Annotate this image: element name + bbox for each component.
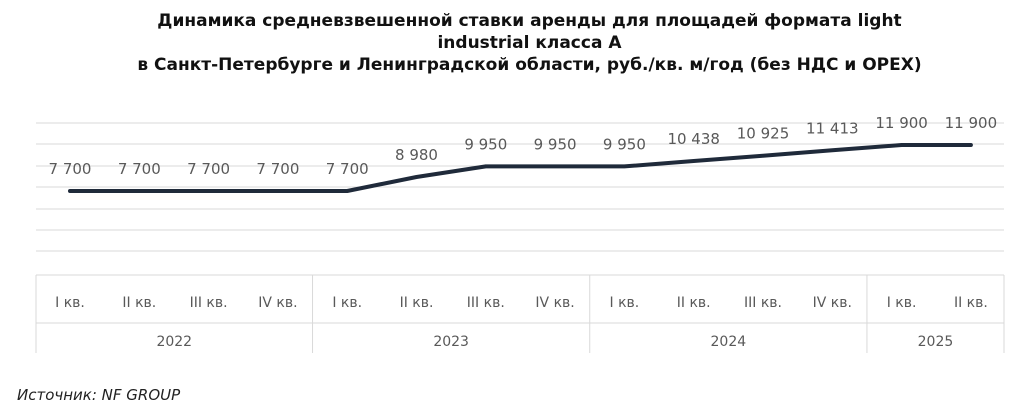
data-label: 9 950 [603,135,646,153]
chart-title: Динамика средневзвешенной ставки аренды … [0,10,1029,76]
chart-title-line-3: в Санкт-Петербурге и Ленинградской облас… [137,55,922,75]
category-tick-label: I кв. [610,295,640,311]
chart-title-line-2: industrial класса А [437,33,622,53]
data-label: 9 950 [534,135,577,153]
category-tick-label: II кв. [677,295,711,311]
data-label: 11 413 [806,119,859,137]
data-label: 7 700 [187,160,230,178]
data-label: 10 925 [737,125,790,143]
category-tick-label: II кв. [122,295,156,311]
data-label: 7 700 [49,160,92,178]
data-label: 11 900 [875,114,928,132]
category-tick-label: II кв. [954,295,988,311]
data-label: 11 900 [945,114,998,132]
year-group-label: 2022 [156,334,192,350]
category-tick-label: II кв. [400,295,434,311]
chart-title-line-1: Динамика средневзвешенной ставки аренды … [157,11,902,31]
data-label: 7 700 [118,160,161,178]
series-line [68,143,973,193]
category-tick-label: III кв. [744,295,782,311]
data-label: 9 950 [464,135,507,153]
category-tick-label: IV кв. [258,295,297,311]
category-tick-label: IV кв. [813,295,852,311]
category-tick-label: I кв. [332,295,362,311]
source-note: Источник: NF GROUP [17,386,181,404]
category-tick-label: IV кв. [535,295,574,311]
gridlines [36,122,1004,252]
category-tick-label: I кв. [887,295,917,311]
category-tick-label: III кв. [190,295,228,311]
category-tick-label: I кв. [55,295,85,311]
data-labels: 7 700 7 700 7 700 7 700 7 700 8 980 9 950 9 950… [49,114,998,178]
category-tick-label: III кв. [467,295,505,311]
category-axis: I кв. II кв. III кв. IV кв. I кв. II кв. III к… [35,274,1005,353]
series-line-layer [68,143,973,193]
data-label: 7 700 [256,160,299,178]
line-chart: I кв. II кв. III кв. IV кв. I кв. II кв. III к… [35,114,1005,353]
data-label: 10 438 [667,130,720,148]
data-label: 7 700 [326,160,369,178]
year-group-label: 2024 [711,334,747,350]
year-group-label: 2023 [433,334,469,350]
year-group-label: 2025 [918,334,954,350]
data-label: 8 980 [395,146,438,164]
